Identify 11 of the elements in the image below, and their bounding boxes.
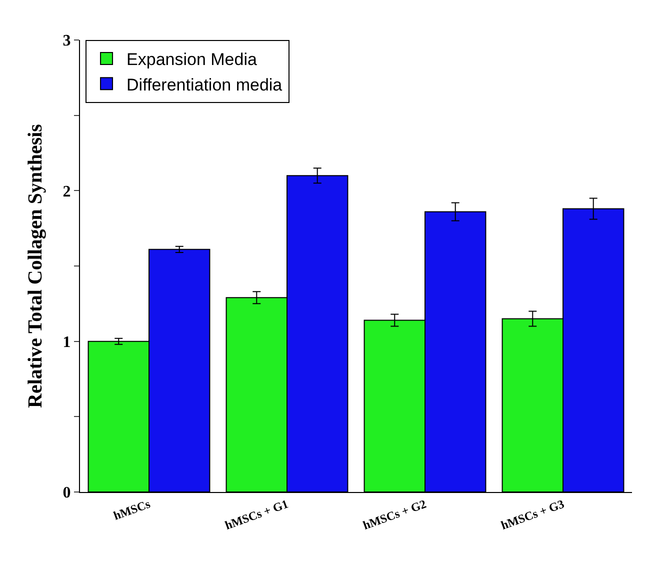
x-tick-label: hMSCs xyxy=(112,496,152,523)
x-tick-label: hMSCs + G1 xyxy=(223,496,290,532)
y-tick-label: 3 xyxy=(62,32,71,50)
legend-label: Differentiation media xyxy=(126,75,283,94)
y-tick-label: 1 xyxy=(62,334,71,351)
x-tick-label: hMSCs + G3 xyxy=(499,496,566,532)
x-tick-label: hMSCs + G2 xyxy=(361,496,428,532)
y-axis-title: Relative Total Collagen Synthesis xyxy=(24,124,46,408)
y-tick-label: 0 xyxy=(62,484,71,502)
y-tick-label: 2 xyxy=(62,183,71,200)
legend-label: Expansion Media xyxy=(126,50,258,70)
